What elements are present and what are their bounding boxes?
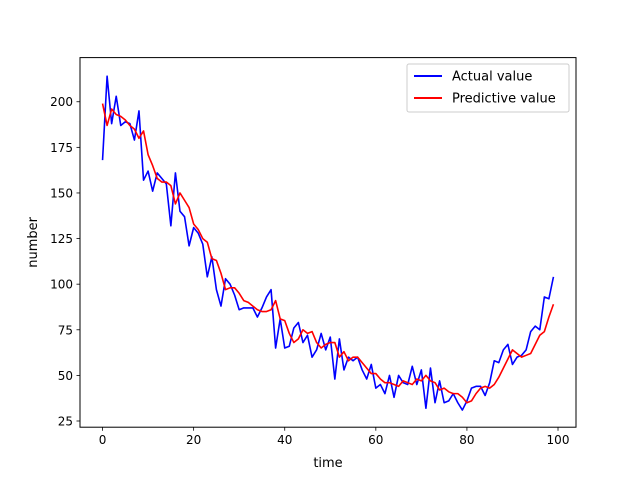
x-axis: 0 20 40 60 80 100 xyxy=(99,427,570,447)
y-tick-label: 25 xyxy=(58,414,73,428)
y-tick-label: 200 xyxy=(50,95,73,109)
y-tick-label: 100 xyxy=(50,278,73,292)
x-axis-title: time xyxy=(313,456,342,471)
y-axis: 25 50 75 100 125 150 175 200 xyxy=(50,95,80,428)
x-tick-label: 60 xyxy=(368,433,383,447)
x-tick-label: 80 xyxy=(459,433,474,447)
x-tick-label: 20 xyxy=(186,433,201,447)
plot-frame xyxy=(79,57,577,428)
y-tick-label: 50 xyxy=(58,369,73,383)
y-tick-label: 125 xyxy=(50,232,73,246)
series-layer xyxy=(101,75,555,411)
legend-label-actual: Actual value xyxy=(452,70,532,85)
legend-box xyxy=(406,63,570,113)
y-tick-label: 175 xyxy=(50,141,73,155)
legend: Actual value Predictive value xyxy=(406,63,570,113)
y-tick-label: 150 xyxy=(50,186,73,200)
y-axis-title: number xyxy=(26,216,41,267)
x-tick-label: 100 xyxy=(547,433,570,447)
x-tick-label: 40 xyxy=(277,433,292,447)
y-tick-label: 75 xyxy=(58,323,73,337)
legend-label-predictive: Predictive value xyxy=(452,92,556,107)
series-line-predictive xyxy=(101,103,555,404)
x-tick-label: 0 xyxy=(99,433,107,447)
